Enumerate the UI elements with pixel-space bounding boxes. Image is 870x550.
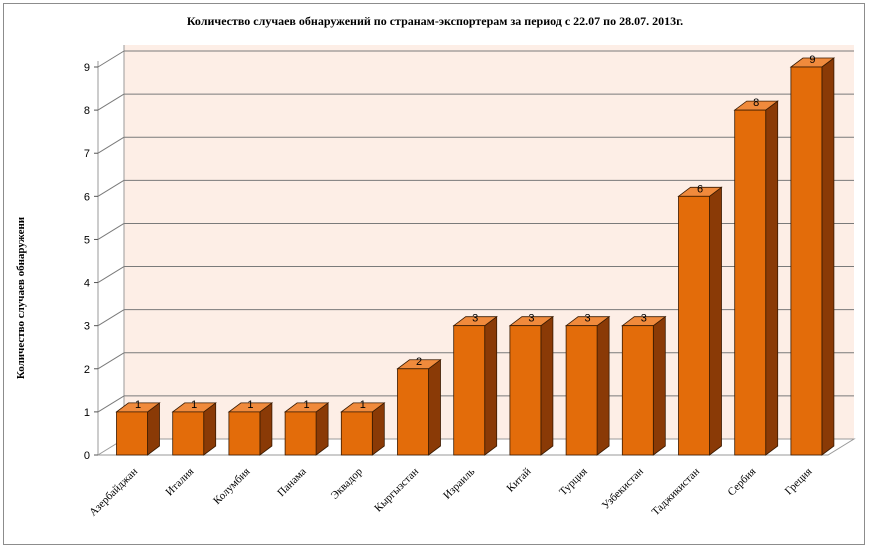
gridline-diag — [97, 50, 125, 68]
bar — [677, 186, 723, 456]
chart-title: Количество случаев обнаружений по страна… — [186, 14, 684, 28]
data-label: 3 — [528, 313, 534, 325]
y-tick-label: 9 — [84, 62, 90, 74]
bar-side — [765, 100, 779, 456]
data-label: 2 — [416, 356, 422, 368]
y-axis-ticks: 0 1 2 3 4 5 6 7 8 9 — [84, 62, 98, 462]
bar-front — [340, 411, 373, 456]
y-tick-label: 0 — [84, 450, 90, 462]
x-tick-label: Кыргызстан — [372, 466, 421, 515]
bar-front — [565, 325, 598, 456]
bar — [340, 402, 386, 456]
bar-side — [709, 186, 722, 456]
x-tick-label: Сербия — [726, 466, 759, 499]
bar-front — [397, 368, 429, 456]
gridline-diag — [97, 309, 125, 327]
gridline-diag — [97, 395, 125, 413]
data-label: 1 — [304, 399, 310, 411]
data-label: 9 — [809, 54, 815, 66]
data-label: 3 — [641, 313, 647, 325]
gridline-diag — [97, 352, 125, 370]
bar — [115, 402, 161, 456]
y-tick-label: 5 — [84, 234, 90, 246]
x-axis-ticks: Азербайджан Италия Колумбия Панама Эквадор Кы… — [87, 465, 814, 518]
bar-front — [790, 66, 823, 456]
bar-front — [116, 411, 148, 456]
bar-front — [734, 109, 767, 456]
bar-front — [509, 325, 542, 456]
bar — [733, 100, 779, 456]
bar-side — [484, 315, 498, 456]
gridline-diag — [97, 93, 125, 111]
bar-side — [428, 358, 441, 456]
gridline-diag — [97, 223, 125, 240]
data-label: 3 — [472, 313, 478, 325]
x-tick-label: Греция — [783, 466, 815, 498]
data-label: 8 — [753, 97, 759, 109]
bar-side — [596, 315, 610, 456]
bar-side — [821, 57, 835, 456]
y-tick-label: 8 — [84, 105, 90, 117]
bar-front — [621, 325, 654, 456]
x-tick-label: Китай — [505, 466, 534, 495]
y-tick-label: 7 — [84, 148, 90, 160]
x-tick-label: Таджикистан — [650, 466, 703, 519]
x-tick-label: Узбекистан — [600, 466, 646, 512]
y-tick-label: 3 — [84, 321, 90, 333]
gridline-diag — [97, 136, 125, 154]
x-tick-label: Панама — [275, 466, 309, 500]
x-tick-label: Азербайджан — [87, 466, 140, 519]
y-tick-label: 6 — [84, 191, 90, 203]
data-label: 6 — [697, 183, 703, 195]
bar — [564, 315, 611, 456]
bar-front — [172, 411, 205, 456]
bars — [115, 57, 836, 456]
x-tick-label: Эквадор — [329, 465, 366, 502]
x-tick-label: Колумбия — [211, 466, 252, 507]
y-tick-label: 2 — [84, 364, 90, 376]
gridline-diag — [97, 179, 125, 197]
bar — [621, 315, 667, 456]
data-label: 3 — [585, 313, 591, 325]
bar-front — [453, 325, 486, 456]
bar-front — [284, 411, 317, 456]
gridlines — [97, 50, 854, 413]
bar-front — [228, 411, 261, 456]
bar-front — [678, 195, 710, 456]
y-tick-label: 4 — [84, 278, 90, 290]
x-tick-label: Израиль — [441, 466, 477, 502]
bar — [227, 402, 274, 456]
bar-side — [652, 315, 666, 456]
bar — [396, 358, 442, 456]
bar — [283, 402, 330, 456]
bar-side — [540, 315, 554, 456]
data-label: 1 — [191, 399, 197, 411]
gridline-diag — [97, 266, 125, 283]
data-labels: 1 1 1 1 1 2 3 3 3 3 6 8 9 — [135, 54, 816, 411]
x-tick-label: Турция — [557, 466, 590, 499]
data-label: 1 — [360, 399, 366, 411]
y-tick-label: 1 — [84, 407, 90, 419]
bar — [508, 315, 555, 456]
data-label: 1 — [247, 399, 253, 411]
bar — [452, 315, 498, 456]
bar — [171, 402, 217, 456]
bar — [789, 57, 836, 456]
data-label: 1 — [135, 399, 141, 411]
x-tick-label: Италия — [164, 466, 197, 499]
